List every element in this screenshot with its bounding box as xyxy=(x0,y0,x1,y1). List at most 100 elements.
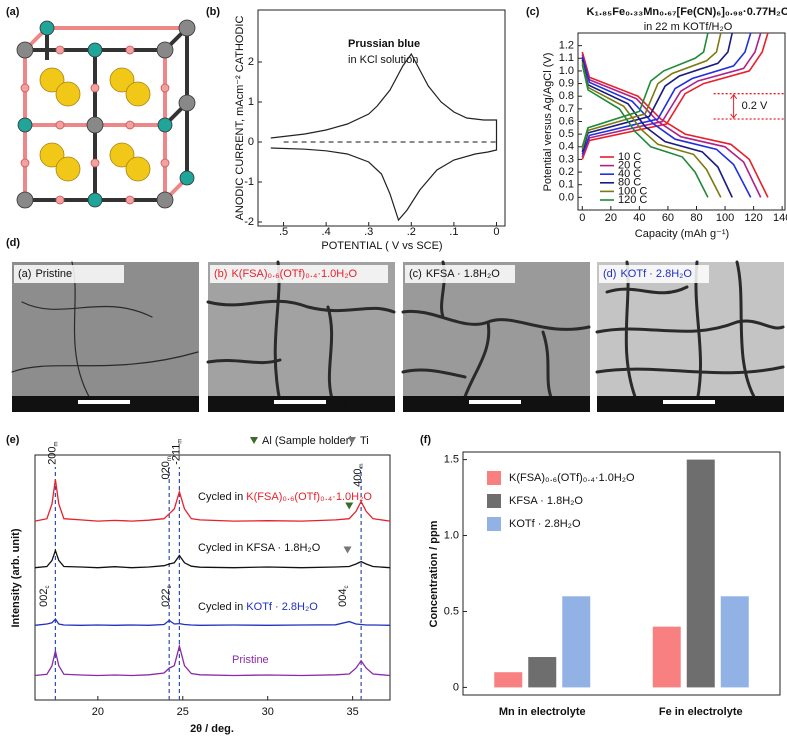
micrograph: (a) Pristine 20 μm xyxy=(11,261,199,412)
atom xyxy=(39,20,55,36)
scale-bar xyxy=(469,400,521,404)
peak-label-main: 004 xyxy=(337,589,349,607)
trace-label: Cycled in K(FSA)₀.₆(OTf)₀.₄·1.0H₂O xyxy=(198,491,372,503)
x-tick-label: .4 xyxy=(322,226,331,238)
crack-pattern xyxy=(595,260,785,404)
peak-label-sub: c xyxy=(167,586,173,589)
y-tick-label: 0.7 xyxy=(559,103,574,115)
micrograph-label: (b) K(FSA)₀.₆(OTf)₀.₄·1.0H₂O xyxy=(214,268,358,280)
plot-frame xyxy=(34,454,391,701)
label-background xyxy=(14,265,124,283)
x-tick-label: 25 xyxy=(177,706,189,718)
peak-label: 400m xyxy=(352,463,365,486)
y-tick-label: 1.5 xyxy=(444,454,459,466)
bar xyxy=(562,596,591,688)
y-tick-label: -1 xyxy=(244,176,254,188)
x-tick-label: .1 xyxy=(449,226,458,238)
legend-marker xyxy=(250,437,258,444)
y-tick-label: 0.8 xyxy=(559,90,574,102)
peak-label-main: 200 xyxy=(46,446,58,464)
legend-label: KFSA · 1.8H₂O xyxy=(509,495,583,507)
y-tick-label: 1.2 xyxy=(559,40,574,52)
peak-label-sub: c xyxy=(343,586,349,589)
x-tick-label: 40 xyxy=(633,212,645,224)
crack-pattern xyxy=(401,260,591,404)
scale-bar xyxy=(274,400,326,404)
y-axis-label: Potential versus Ag/AgCl (V) xyxy=(542,53,554,192)
panel-label: (c) xyxy=(526,6,540,18)
x-axis-label: 2θ / deg. xyxy=(190,723,234,735)
bar xyxy=(652,626,681,688)
x-tick-label: 100 xyxy=(716,212,734,224)
atom xyxy=(157,117,173,133)
marker xyxy=(343,546,352,554)
legend-swatch xyxy=(487,494,501,508)
scale-bar-label: 20 μm xyxy=(531,399,563,411)
trace-label-name: K(FSA)₀.₆(OTf)₀.₄·1.0H₂O xyxy=(246,491,372,503)
micrograph-name: KFSA · 1.8H₂O xyxy=(426,268,500,280)
x-tick-label: 35 xyxy=(347,706,359,718)
x-tick-label: 30 xyxy=(262,706,274,718)
micrograph-letter: (c) xyxy=(409,268,422,280)
plot-frame xyxy=(462,451,781,696)
atom xyxy=(125,120,135,130)
micrograph-image xyxy=(12,262,199,412)
x-tick-label: .5 xyxy=(279,226,288,238)
data-line xyxy=(34,548,391,569)
panel-label: (e) xyxy=(6,434,20,446)
bar xyxy=(720,596,749,688)
atom xyxy=(17,117,33,133)
y-tick-label: 0 xyxy=(248,136,254,148)
y-axis-label: Concentration / ppm xyxy=(428,520,440,627)
atom xyxy=(86,116,104,134)
data-line xyxy=(270,52,498,222)
atom xyxy=(125,45,135,55)
micrograph: (b) K(FSA)₀.₆(OTf)₀.₄·1.0H₂O 20 μm xyxy=(206,260,396,412)
y-tick-label: 0 xyxy=(453,681,459,693)
panel-label: (d) xyxy=(6,237,20,249)
data-line xyxy=(581,61,722,198)
x-tick-label: Fe in electrolyte xyxy=(659,706,743,718)
micrograph-name: Pristine xyxy=(35,268,72,280)
trace-label: Cycled in KFSA · 1.8H₂O xyxy=(198,542,321,554)
atom xyxy=(20,158,30,168)
micrograph-letter: (b) xyxy=(214,268,227,280)
atom xyxy=(160,83,170,93)
data-line xyxy=(581,32,752,155)
atom xyxy=(125,195,135,205)
peak-label: 020m xyxy=(160,456,173,479)
peak-label-main: 020 xyxy=(160,461,172,479)
data-line xyxy=(581,51,769,198)
micrograph-image xyxy=(208,262,395,412)
crystal-structure xyxy=(16,19,196,209)
peak-label: 022c xyxy=(160,586,173,607)
y-tick-label: 2 xyxy=(248,56,254,68)
ion xyxy=(125,156,151,182)
legend-label: 20 C xyxy=(618,160,641,172)
plot-frame xyxy=(257,9,506,227)
y-tick-label: 1 xyxy=(248,96,254,108)
x-tick-label: 0 xyxy=(493,226,499,238)
y-tick-label: 0.0 xyxy=(559,191,574,203)
legend-swatch xyxy=(487,517,501,531)
annotation: in KCl solution xyxy=(348,54,418,66)
atom xyxy=(55,120,65,130)
atom xyxy=(156,191,174,209)
x-tick-label: .2 xyxy=(407,226,416,238)
atom xyxy=(178,19,196,37)
peak-label-main: 400 xyxy=(352,468,364,486)
atom xyxy=(160,158,170,168)
micrograph-letter: (a) xyxy=(18,268,31,280)
data-line xyxy=(581,64,709,198)
y-tick-label: -2 xyxy=(244,216,254,228)
peak-label-sub: m xyxy=(177,439,183,444)
bar xyxy=(686,459,715,688)
legend-swatch xyxy=(487,471,501,485)
trace-label-name: Pristine xyxy=(232,654,269,666)
bar xyxy=(494,672,523,688)
y-tick-label: 0.4 xyxy=(559,141,574,153)
peak-label: 004c xyxy=(337,586,350,607)
scale-bar-label: 20 μm xyxy=(725,399,757,411)
micrograph-name: K(FSA)₀.₆(OTf)₀.₄·1.0H₂O xyxy=(231,268,357,280)
y-tick-label: 0.9 xyxy=(559,77,574,89)
